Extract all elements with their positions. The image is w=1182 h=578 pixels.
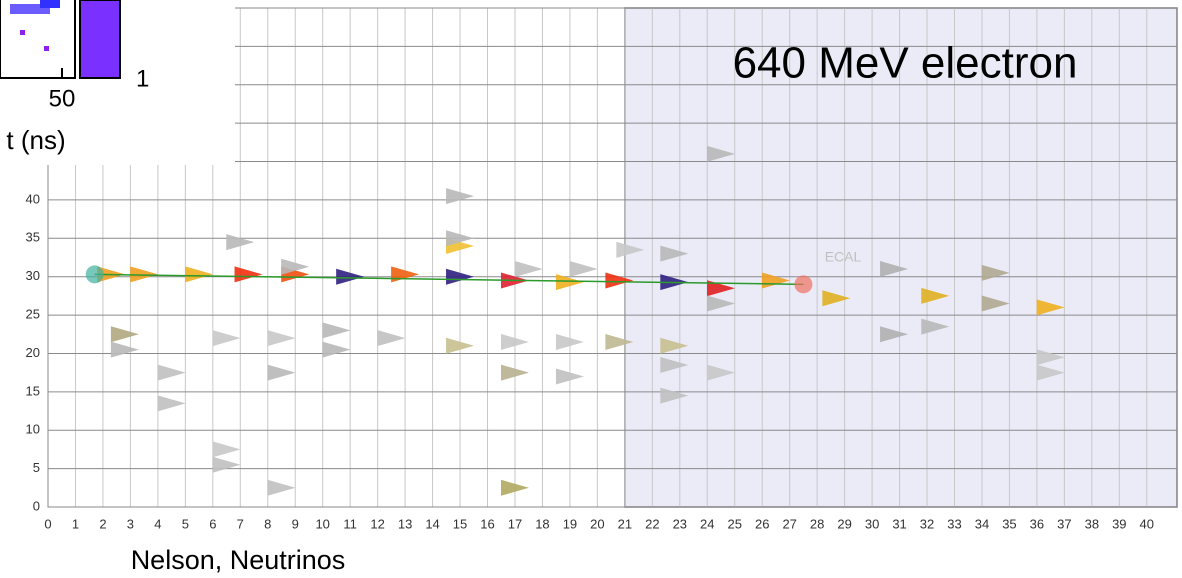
track-end xyxy=(86,265,104,283)
x-tick-label: 6 xyxy=(209,516,216,531)
x-tick-label: 24 xyxy=(700,516,714,531)
y-tick-label: 0 xyxy=(33,498,40,513)
x-tick-label: 27 xyxy=(782,516,796,531)
inset-heat xyxy=(40,0,60,8)
x-tick-label: 29 xyxy=(837,516,851,531)
x-tick-label: 30 xyxy=(865,516,879,531)
inset-tick-label: 50 xyxy=(49,85,76,112)
colorbar xyxy=(80,0,120,78)
x-tick-label: 4 xyxy=(154,516,161,531)
y-tick-label: 10 xyxy=(26,422,40,437)
x-tick-label: 31 xyxy=(892,516,906,531)
y-tick-label: 25 xyxy=(26,307,40,322)
x-tick-label: 23 xyxy=(673,516,687,531)
y-tick-label: 5 xyxy=(33,460,40,475)
x-tick-label: 7 xyxy=(237,516,244,531)
y-tick-label: 30 xyxy=(26,268,40,283)
x-tick-label: 2 xyxy=(99,516,106,531)
x-tick-label: 34 xyxy=(975,516,989,531)
x-tick-label: 22 xyxy=(645,516,659,531)
y-tick-label: 20 xyxy=(26,345,40,360)
x-tick-label: 39 xyxy=(1112,516,1126,531)
track-end xyxy=(794,275,812,293)
x-tick-label: 21 xyxy=(618,516,632,531)
y-tick-label: 40 xyxy=(26,191,40,206)
x-tick-label: 11 xyxy=(343,516,357,531)
x-tick-label: 28 xyxy=(810,516,824,531)
x-tick-label: 15 xyxy=(453,516,467,531)
x-tick-label: 10 xyxy=(315,516,329,531)
colorbar-label: 1 xyxy=(136,65,149,92)
inset-heat xyxy=(20,30,25,35)
x-tick-label: 0 xyxy=(44,516,51,531)
x-tick-label: 12 xyxy=(370,516,384,531)
x-tick-label: 38 xyxy=(1085,516,1099,531)
inset-heat xyxy=(44,46,49,51)
event-display: 0123456789101112131415161718192021222324… xyxy=(0,0,1182,578)
x-tick-label: 37 xyxy=(1057,516,1071,531)
detector-label: ECAL xyxy=(825,249,862,265)
x-tick-label: 25 xyxy=(728,516,742,531)
y-tick-label: 35 xyxy=(26,230,40,245)
x-tick-label: 5 xyxy=(182,516,189,531)
y-tick-label: 15 xyxy=(26,383,40,398)
x-tick-label: 1 xyxy=(72,516,79,531)
x-tick-label: 8 xyxy=(264,516,271,531)
x-tick-label: 16 xyxy=(480,516,494,531)
x-tick-label: 13 xyxy=(398,516,412,531)
footer: Nelson, Neutrinos xyxy=(131,545,346,575)
x-tick-label: 33 xyxy=(947,516,961,531)
x-tick-label: 40 xyxy=(1140,516,1154,531)
x-tick-label: 19 xyxy=(563,516,577,531)
x-tick-label: 20 xyxy=(590,516,604,531)
inset: 50 t (ns) 1 xyxy=(0,0,235,165)
x-tick-label: 32 xyxy=(920,516,934,531)
x-tick-label: 14 xyxy=(425,516,439,531)
chart-title: 640 MeV electron xyxy=(733,39,1078,88)
x-tick-label: 36 xyxy=(1030,516,1044,531)
x-tick-label: 18 xyxy=(535,516,549,531)
x-tick-label: 17 xyxy=(508,516,522,531)
x-tick-label: 3 xyxy=(127,516,134,531)
inset-axis-label: t (ns) xyxy=(6,125,65,155)
x-tick-label: 9 xyxy=(292,516,299,531)
x-tick-label: 26 xyxy=(755,516,769,531)
x-tick-label: 35 xyxy=(1002,516,1016,531)
